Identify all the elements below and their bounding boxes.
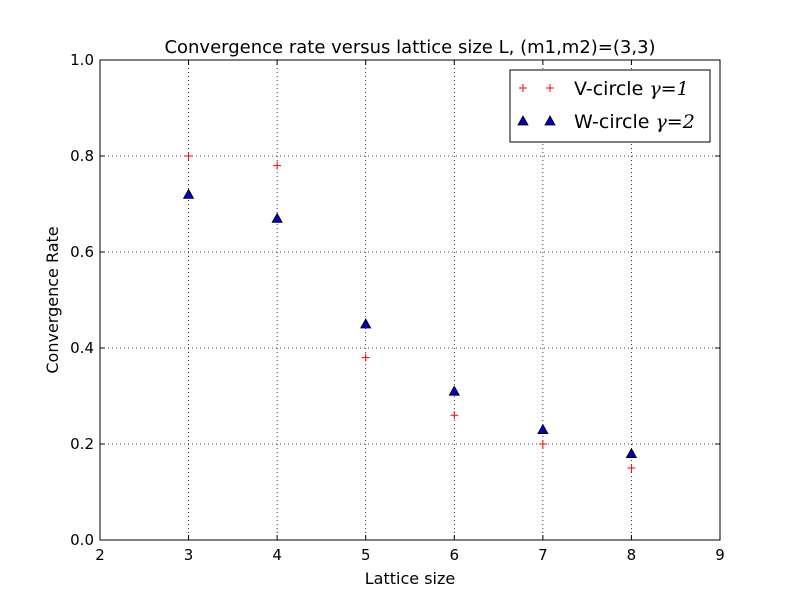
legend: V-circle γ=1 W-circle γ=2 <box>509 69 711 143</box>
v-circle-point <box>627 464 636 472</box>
x-tick-label: 3 <box>184 546 194 564</box>
w-circle-point <box>182 188 195 199</box>
legend-box <box>509 69 711 143</box>
x-axis-label: Lattice size <box>365 569 455 588</box>
x-tick-label: 9 <box>715 546 725 564</box>
y-ticks: 0.0 0.2 0.4 0.6 0.8 1.0 <box>70 51 720 549</box>
legend-label-w-circle: W-circle γ=2 <box>574 111 695 133</box>
v-circle-point <box>538 440 547 448</box>
legend-marker-plus <box>546 84 554 92</box>
chart-title: Convergence rate versus lattice size L, … <box>164 37 655 58</box>
y-tick-label: 0.6 <box>70 243 94 261</box>
legend-marker-triangle <box>517 115 529 126</box>
legend-label-v-circle: V-circle γ=1 <box>574 78 689 100</box>
legend-marker-plus <box>519 84 527 92</box>
x-tick-label: 2 <box>95 546 105 564</box>
data-points <box>182 152 638 472</box>
y-tick-label: 0.8 <box>70 147 94 165</box>
x-ticks: 2 3 4 5 6 7 8 9 <box>95 60 725 564</box>
v-circle-point <box>450 411 459 420</box>
w-circle-point <box>271 212 283 223</box>
legend-markers <box>517 84 556 126</box>
x-tick-label: 7 <box>538 546 548 564</box>
w-circle-point <box>537 423 549 435</box>
x-tick-label: 8 <box>627 546 637 564</box>
v-circle-point <box>273 161 282 170</box>
y-tick-label: 0.0 <box>70 531 94 549</box>
y-axis-label: Convergence Rate <box>43 226 62 373</box>
plot-frame <box>99 59 721 541</box>
w-circle-point <box>360 318 372 329</box>
x-tick-label: 5 <box>361 546 371 564</box>
y-tick-label: 1.0 <box>70 51 94 69</box>
x-tick-label: 6 <box>450 546 460 564</box>
x-tick-label: 4 <box>272 546 282 564</box>
legend-marker-triangle <box>544 115 556 126</box>
y-tick-label: 0.4 <box>70 339 94 357</box>
v-circle-point <box>184 152 193 160</box>
v-circle-point <box>361 353 370 362</box>
y-tick-label: 0.2 <box>70 435 94 453</box>
w-circle-point <box>625 447 638 459</box>
w-circle-point <box>448 385 460 396</box>
